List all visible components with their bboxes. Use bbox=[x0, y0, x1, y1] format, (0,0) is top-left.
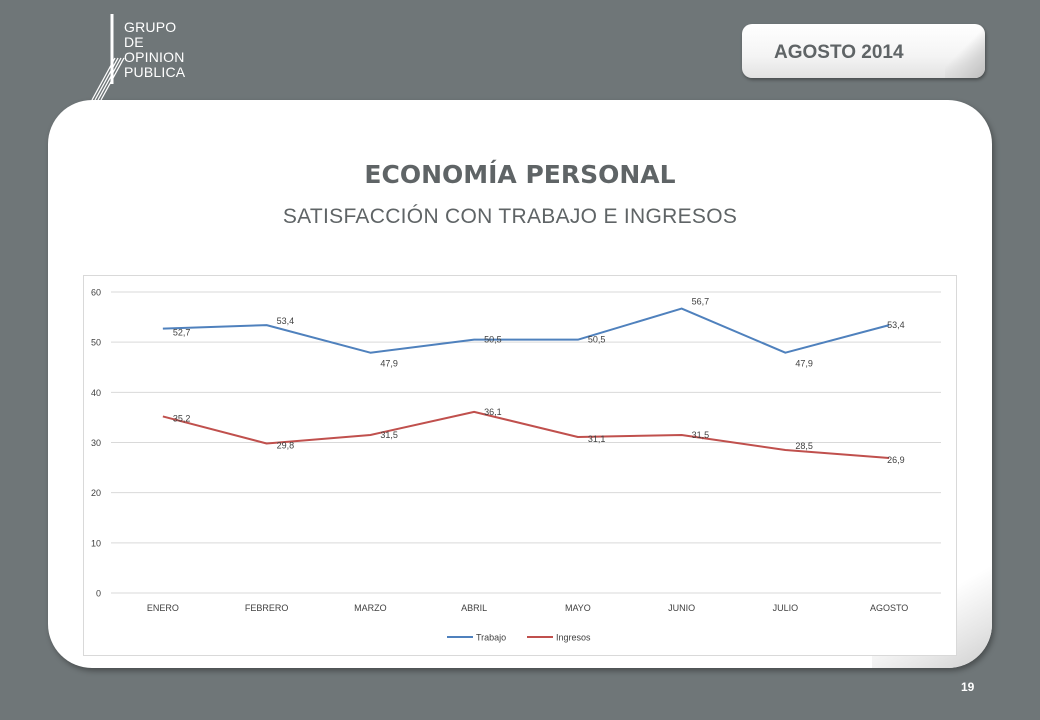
data-label: 29,8 bbox=[277, 441, 295, 451]
y-tick-label: 0 bbox=[96, 589, 101, 599]
page-subtitle: SATISFACCIÓN CON TRABAJO E INGRESOS bbox=[282, 205, 738, 228]
x-tick-label: JUNIO bbox=[668, 603, 695, 613]
logo-line: DE bbox=[124, 34, 144, 50]
logo-line: GRUPO bbox=[124, 19, 177, 35]
legend-label: Trabajo bbox=[476, 633, 506, 643]
y-tick-label: 60 bbox=[91, 288, 101, 298]
page-title: ECONOMÍA PERSONAL bbox=[364, 160, 676, 189]
data-label: 53,4 bbox=[887, 320, 905, 330]
x-tick-label: MARZO bbox=[354, 603, 387, 613]
line-chart-container: 0 10 20 30 40 50 60 ENERO FEBRERO MARZO ABRIL MAYO J… bbox=[83, 275, 957, 656]
data-label: 35,2 bbox=[173, 413, 191, 423]
data-label: 47,9 bbox=[795, 359, 813, 369]
x-tick-label: ENERO bbox=[147, 603, 179, 613]
data-label: 31,1 bbox=[588, 434, 606, 444]
page-number: 19 bbox=[961, 680, 975, 694]
x-tick-label: MAYO bbox=[565, 603, 591, 613]
y-tick-label: 30 bbox=[91, 438, 101, 448]
data-label: 50,5 bbox=[484, 335, 502, 345]
data-label: 53,4 bbox=[277, 316, 295, 326]
grupo-opinion-publica-logo: GRUPO DE OPINION PUBLICA bbox=[88, 14, 208, 104]
date-badge: AGOSTO 2014 bbox=[742, 24, 985, 78]
x-tick-label: JULIO bbox=[773, 603, 799, 613]
y-tick-label: 10 bbox=[91, 538, 101, 548]
legend-label: Ingresos bbox=[556, 633, 591, 643]
series-line-trabajo bbox=[162, 307, 890, 354]
line-chart: 0 10 20 30 40 50 60 ENERO FEBRERO MARZO ABRIL MAYO J… bbox=[91, 288, 941, 643]
data-label: 56,7 bbox=[692, 297, 710, 307]
data-label: 31,5 bbox=[692, 430, 710, 440]
logo-mark-icon bbox=[91, 14, 125, 101]
data-label: 52,7 bbox=[173, 328, 191, 338]
y-tick-label: 20 bbox=[91, 488, 101, 498]
x-tick-label: AGOSTO bbox=[870, 603, 908, 613]
logo-line: OPINION bbox=[124, 49, 185, 65]
x-tick-label: FEBRERO bbox=[245, 603, 289, 613]
data-label: 50,5 bbox=[588, 335, 606, 345]
data-label: 31,5 bbox=[380, 430, 398, 440]
y-tick-label: 50 bbox=[91, 338, 101, 348]
logo-line: PUBLICA bbox=[124, 64, 186, 80]
data-label: 26,9 bbox=[887, 455, 905, 465]
logo-text: GRUPO DE OPINION PUBLICA bbox=[124, 20, 185, 80]
data-label: 36,1 bbox=[484, 407, 502, 417]
x-tick-label: ABRIL bbox=[461, 603, 487, 613]
date-label: AGOSTO 2014 bbox=[774, 42, 904, 63]
y-tick-label: 40 bbox=[91, 388, 101, 398]
page-curl-decoration bbox=[945, 24, 985, 78]
data-label: 47,9 bbox=[380, 359, 398, 369]
series-line-ingresos bbox=[162, 410, 890, 460]
data-label: 28,5 bbox=[795, 441, 813, 451]
